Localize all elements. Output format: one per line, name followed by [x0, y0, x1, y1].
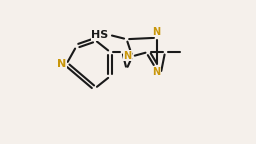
Text: N: N — [123, 51, 132, 61]
Text: N: N — [153, 27, 161, 37]
Text: N: N — [153, 67, 161, 77]
Text: HS: HS — [91, 30, 109, 40]
Text: N: N — [57, 59, 66, 69]
